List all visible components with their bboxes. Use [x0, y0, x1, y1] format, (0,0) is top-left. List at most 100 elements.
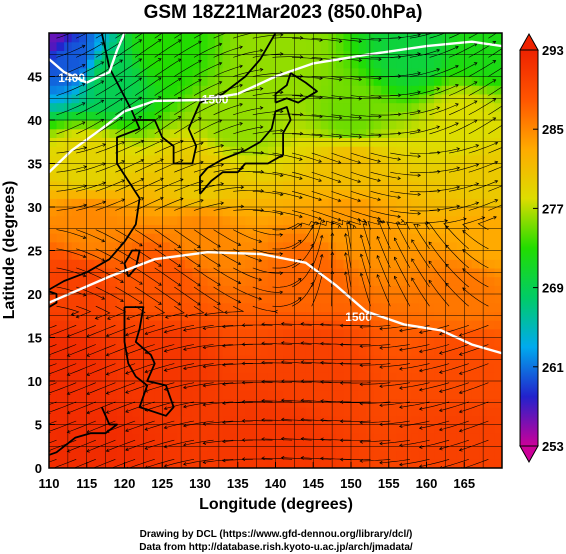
streamline-arrowhead [411, 258, 415, 262]
field-cell [343, 407, 352, 417]
field-cell [381, 311, 390, 321]
field-cell [154, 311, 163, 321]
field-cell [94, 163, 103, 173]
field-cell [101, 33, 110, 43]
field-cell [49, 250, 58, 260]
streamline [134, 197, 164, 211]
field-cell [79, 433, 88, 443]
field-cell [94, 459, 103, 468]
field-cell [139, 450, 148, 460]
field-cell [434, 180, 443, 191]
field-cell [260, 50, 269, 60]
streamline [350, 95, 382, 98]
field-cell [305, 224, 314, 234]
field-cell [320, 250, 329, 260]
field-cell [305, 67, 314, 78]
streamline-arrowhead [280, 436, 285, 441]
field-cell [313, 276, 322, 286]
field-cell [283, 441, 292, 452]
field-cell [252, 85, 261, 95]
field-cell [434, 337, 443, 347]
field-cell [366, 337, 375, 347]
field-cell [147, 233, 156, 243]
field-cell [109, 189, 118, 199]
field-cell [147, 459, 156, 468]
field-cell [388, 337, 397, 347]
field-cell [486, 459, 496, 468]
field-cell [373, 137, 382, 147]
colorbar-tick-label: 293 [542, 43, 564, 58]
field-cell [449, 111, 458, 121]
field-cell [237, 207, 246, 217]
field-cell [449, 41, 458, 51]
field-cell [71, 154, 80, 165]
field-cell [275, 433, 284, 443]
field-cell [283, 354, 292, 365]
field-cell [154, 424, 163, 434]
streamline [145, 420, 175, 430]
field-cell [373, 320, 382, 330]
streamline-arrowhead [436, 87, 441, 91]
field-cell [441, 241, 450, 252]
field-cell [245, 433, 254, 443]
streamline [331, 152, 361, 164]
field-cell [486, 441, 496, 452]
field-cell [403, 163, 412, 173]
streamline [233, 107, 263, 116]
field-cell [411, 389, 420, 399]
field-cell [147, 163, 156, 173]
streamline-arrowhead [337, 179, 342, 184]
field-cell [335, 441, 345, 452]
field-cell [328, 120, 337, 130]
streamline [252, 305, 276, 312]
streamline-arrowhead [183, 443, 187, 447]
field-cell [64, 172, 73, 182]
field-cell [328, 224, 337, 234]
field-cell [56, 67, 65, 78]
field-cell [200, 415, 209, 426]
streamline [488, 166, 502, 173]
field-cell [207, 450, 216, 460]
streamline-arrowhead [139, 243, 143, 247]
field-cell [154, 102, 163, 112]
field-cell [388, 233, 397, 243]
field-cell [283, 337, 292, 347]
field-cell [313, 85, 322, 95]
field-cell [441, 441, 450, 452]
field-cell [373, 154, 382, 165]
field-cell [290, 137, 299, 147]
field-cell [101, 346, 110, 356]
field-cell [86, 346, 95, 356]
field-cell [381, 398, 390, 408]
field-cell [305, 407, 314, 417]
field-cell [464, 233, 473, 243]
field-cell [116, 120, 126, 130]
streamline [409, 68, 440, 77]
streamline-arrowhead [359, 440, 363, 444]
streamline-arrowhead [411, 277, 415, 282]
streamline [134, 139, 164, 154]
field-cell [283, 346, 292, 356]
field-cell [366, 111, 375, 121]
field-cell [320, 354, 329, 365]
field-cell [494, 172, 502, 182]
field-cell [464, 294, 473, 304]
field-cell [388, 207, 397, 217]
field-cell [486, 120, 496, 130]
field-cell [94, 346, 103, 356]
streamline-arrowhead [261, 341, 265, 346]
field-cell [252, 441, 261, 452]
streamline [49, 420, 77, 432]
field-cell [124, 172, 133, 182]
streamline [106, 344, 136, 356]
field-cell [139, 398, 148, 408]
streamline [76, 201, 106, 211]
field-cell [177, 120, 186, 130]
field-cell [154, 41, 163, 51]
field-cell [230, 215, 239, 225]
field-cell [351, 120, 360, 130]
streamline-arrowhead [120, 260, 124, 264]
field-cell [252, 285, 261, 295]
streamline-arrowhead [358, 96, 363, 101]
field-cell [343, 259, 352, 269]
